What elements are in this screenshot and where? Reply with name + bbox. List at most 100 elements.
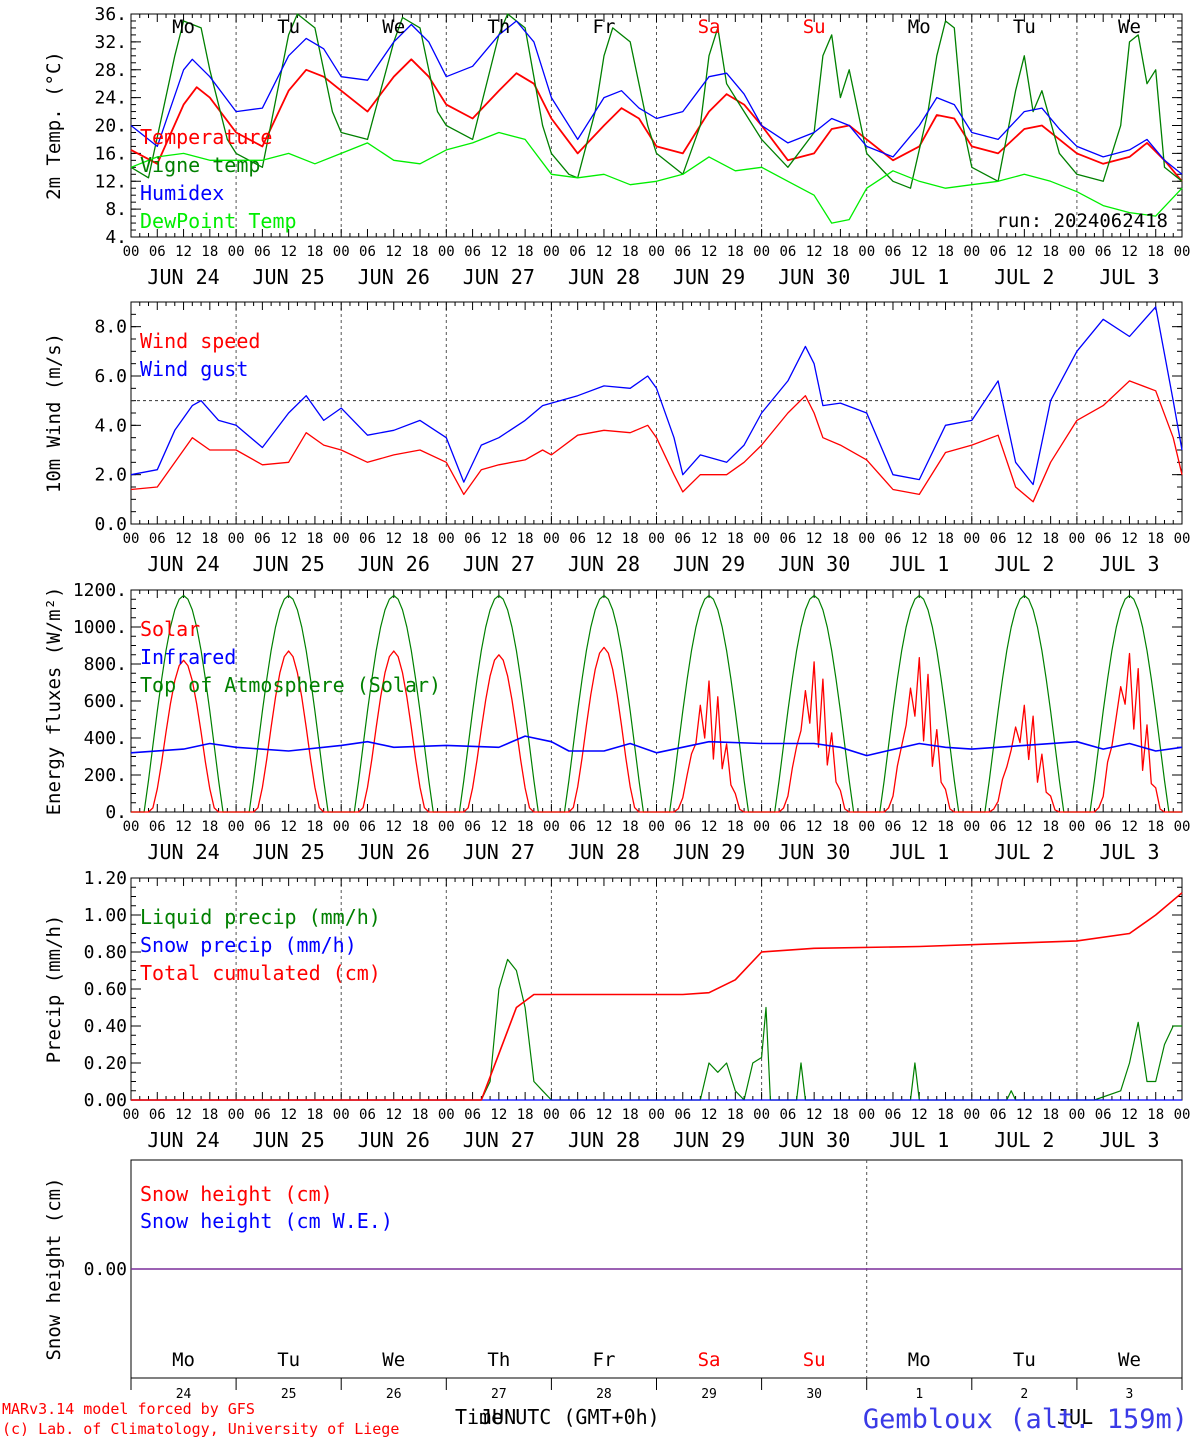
hour-tick-label: 12 xyxy=(806,1107,823,1123)
dewpoint-line xyxy=(130,131,1183,224)
legend-snow-precip: Snow precip (mm/h) xyxy=(140,933,357,957)
day-label: JUN 26 xyxy=(358,1128,430,1152)
hour-tick-label: 12 xyxy=(1016,244,1033,260)
hour-tick-label: 18 xyxy=(937,244,954,260)
weekday-label: Fr xyxy=(593,1349,616,1371)
day-label: JUN 24 xyxy=(147,552,219,576)
hour-tick-label: 00 xyxy=(753,819,770,835)
day-number-label: 26 xyxy=(386,1387,402,1402)
weekday-label: Fr xyxy=(593,16,616,38)
weekday-label: Mo xyxy=(908,1349,931,1371)
legend-snow-height-we: Snow height (cm W.E.) xyxy=(140,1209,393,1233)
hour-tick-label: 18 xyxy=(622,244,639,260)
day-label: JUN 30 xyxy=(778,840,850,864)
hour-tick-label: 00 xyxy=(123,531,140,547)
hour-tick-label: 18 xyxy=(517,1107,534,1123)
hour-tick-label: 06 xyxy=(990,531,1007,547)
legend-solar: Solar xyxy=(140,617,200,641)
day-label: JUN 25 xyxy=(253,552,325,576)
hour-tick-label: 06 xyxy=(569,819,586,835)
y-tick-label: 4. xyxy=(105,227,127,248)
hour-tick-label: 06 xyxy=(254,819,271,835)
hour-tick-label: 18 xyxy=(306,1107,323,1123)
hour-tick-label: 18 xyxy=(412,244,429,260)
footer-month-overlay: JUN xyxy=(480,1405,516,1429)
hour-tick-label: 12 xyxy=(490,244,507,260)
hour-tick-label: 12 xyxy=(280,1107,297,1123)
day-number-label: 29 xyxy=(701,1387,717,1402)
footer-month-overlay-right: JUL xyxy=(1057,1405,1093,1429)
y-tick-label: 0.80 xyxy=(84,942,127,963)
station-name: Gembloux (alt. 159m) xyxy=(863,1404,1188,1435)
hour-tick-label: 18 xyxy=(517,531,534,547)
hour-tick-label: 12 xyxy=(175,244,192,260)
hour-tick-label: 18 xyxy=(1042,244,1059,260)
hour-tick-label: 06 xyxy=(359,244,376,260)
hour-tick-label: 18 xyxy=(412,1107,429,1123)
hour-tick-label: 12 xyxy=(175,531,192,547)
hour-tick-label: 12 xyxy=(911,531,928,547)
hour-tick-label: 18 xyxy=(937,819,954,835)
hour-tick-label: 18 xyxy=(727,531,744,547)
hour-tick-label: 00 xyxy=(858,244,875,260)
hour-tick-label: 18 xyxy=(937,531,954,547)
hour-tick-label: 12 xyxy=(596,244,613,260)
hour-tick-label: 00 xyxy=(543,1107,560,1123)
day-label: JUN 24 xyxy=(147,1128,219,1152)
y-tick-label: 4.0 xyxy=(94,415,127,436)
hour-tick-label: 00 xyxy=(228,531,245,547)
temperature-line xyxy=(130,58,1183,182)
y-tick-label: 800. xyxy=(84,654,127,675)
hour-tick-label: 18 xyxy=(622,1107,639,1123)
day-label: JUN 26 xyxy=(358,265,430,289)
hour-tick-label: 00 xyxy=(963,244,980,260)
legend-liquid-precip: Liquid precip (mm/h) xyxy=(140,905,381,929)
hour-tick-label: 00 xyxy=(438,531,455,547)
day-label: JUL 2 xyxy=(994,840,1054,864)
hour-tick-label: 06 xyxy=(464,244,481,260)
y-axis-label: 10m Wind (m/s) xyxy=(43,333,65,493)
hour-tick-label: 18 xyxy=(727,819,744,835)
y-tick-label: 6.0 xyxy=(94,366,127,387)
hour-tick-label: 06 xyxy=(569,531,586,547)
weekday-label: Tu xyxy=(1013,16,1036,38)
hour-tick-label: 00 xyxy=(228,819,245,835)
panel-temp: 2m Temp. (°C) 4. 8. 12. 16. 20. 24. 28. 32. 36. 00… xyxy=(43,4,1190,289)
y-tick-label: 0.60 xyxy=(84,979,127,1000)
hour-tick-label: 12 xyxy=(385,819,402,835)
hour-tick-label: 06 xyxy=(254,244,271,260)
hour-tick-label: 06 xyxy=(779,819,796,835)
hour-tick-label: 06 xyxy=(990,1107,1007,1123)
y-tick-label: 2.0 xyxy=(94,465,127,486)
hour-tick-label: 00 xyxy=(1174,1107,1191,1123)
hour-tick-label: 00 xyxy=(1068,531,1085,547)
weekday-label: We xyxy=(1118,16,1141,38)
weekday-label: Sa xyxy=(698,16,721,38)
hour-tick-label: 00 xyxy=(858,531,875,547)
day-number-label: 24 xyxy=(176,1387,192,1402)
y-tick-label: 1200. xyxy=(73,580,127,601)
day-number-label: 2 xyxy=(1020,1387,1028,1402)
hour-tick-label: 06 xyxy=(885,531,902,547)
y-tick-label: 24. xyxy=(94,88,127,109)
hour-tick-label: 12 xyxy=(1016,531,1033,547)
hour-tick-label: 12 xyxy=(490,819,507,835)
hour-tick-label: 00 xyxy=(228,1107,245,1123)
footer-lab: (c) Lab. of Climatology, University of L… xyxy=(2,1420,399,1438)
hour-tick-label: 06 xyxy=(990,244,1007,260)
day-label: JUL 1 xyxy=(889,1128,949,1152)
hour-tick-label: 06 xyxy=(464,819,481,835)
day-label: JUN 27 xyxy=(463,265,535,289)
humidex-line xyxy=(130,20,1183,175)
legend-dewpoint: DewPoint Temp xyxy=(140,209,297,233)
hour-tick-label: 06 xyxy=(149,244,166,260)
hour-tick-label: 00 xyxy=(1174,244,1191,260)
day-label: JUN 27 xyxy=(463,552,535,576)
hour-tick-label: 18 xyxy=(412,531,429,547)
hour-tick-label: 00 xyxy=(648,244,665,260)
hour-tick-label: 18 xyxy=(306,819,323,835)
y-tick-label: 1.00 xyxy=(84,905,127,926)
hour-tick-label: 12 xyxy=(701,531,718,547)
hour-tick-label: 18 xyxy=(832,1107,849,1123)
day-label: JUN 26 xyxy=(358,552,430,576)
